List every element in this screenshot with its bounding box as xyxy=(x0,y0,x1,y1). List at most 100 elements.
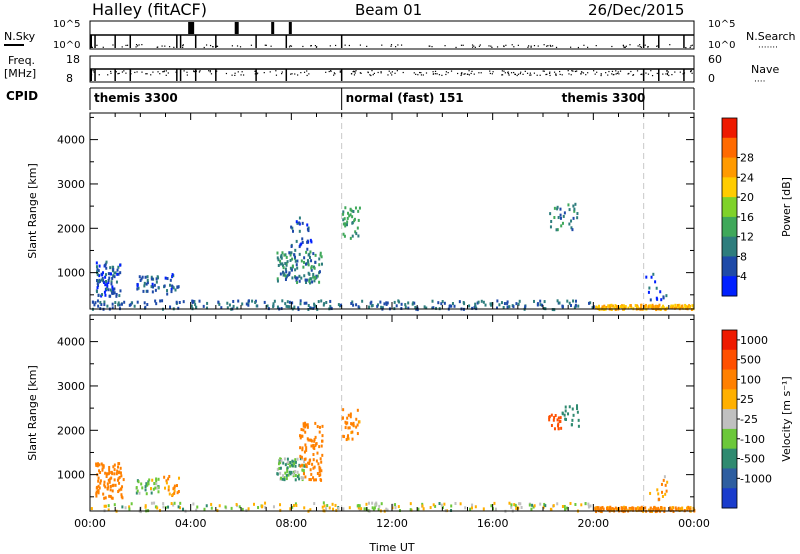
nave-dot xyxy=(530,74,532,76)
nave-dot xyxy=(306,70,308,72)
radar-echo-cell xyxy=(400,306,403,310)
radar-echo-cell xyxy=(367,501,370,505)
radar-echo-cell xyxy=(656,488,659,492)
nsearch-dot xyxy=(126,44,129,46)
nave-dot xyxy=(627,73,629,75)
radar-echo-cell xyxy=(105,280,108,284)
radar-echo-cell xyxy=(299,436,302,440)
radar-echo-cell xyxy=(463,302,466,306)
nsearch-dot xyxy=(637,45,639,47)
radar-echo-cell xyxy=(349,207,352,211)
radar-echo-cell xyxy=(342,218,345,222)
radar-echo-cell xyxy=(276,277,279,281)
radar-echo-cell xyxy=(117,490,120,494)
nave-dot xyxy=(234,74,236,77)
radar-echo-cell xyxy=(318,270,321,274)
radar-echo-cell xyxy=(142,289,145,293)
date-title: 26/Dec/2015 xyxy=(588,1,684,19)
x-tick-label: 04:00 xyxy=(175,517,207,530)
radar-echo-cell xyxy=(139,278,142,282)
y-tick-label: 3000 xyxy=(57,380,85,393)
radar-echo-cell xyxy=(112,274,115,278)
radar-echo-cell xyxy=(627,306,630,310)
radar-echo-cell xyxy=(261,504,264,508)
radar-echo-cell xyxy=(118,462,121,466)
radar-echo-cell xyxy=(312,452,315,456)
nave-dot xyxy=(473,73,475,75)
radar-echo-cell xyxy=(282,264,285,268)
radar-echo-cell xyxy=(615,507,618,511)
radar-echo-cell xyxy=(648,286,651,290)
colorbar-tick-label: 16 xyxy=(740,211,754,224)
radar-echo-cell xyxy=(549,225,552,229)
radar-echo-cell xyxy=(98,274,101,278)
radar-echo-cell xyxy=(601,305,604,309)
nave-dot xyxy=(478,72,480,74)
radar-echo-cell xyxy=(96,278,99,282)
radar-echo-cell xyxy=(363,507,366,511)
nsearch-dot xyxy=(611,45,613,48)
radar-echo-cell xyxy=(342,232,345,236)
radar-echo-cell xyxy=(312,443,315,447)
radar-echo-cell xyxy=(305,280,308,284)
radar-echo-cell xyxy=(296,281,299,285)
radar-echo-cell xyxy=(300,242,303,246)
radar-echo-cell xyxy=(356,226,359,230)
radar-echo-cell xyxy=(101,271,104,275)
radar-echo-cell xyxy=(253,502,256,506)
radar-echo-cell xyxy=(104,496,107,500)
radar-echo-cell xyxy=(119,289,122,293)
radar-echo-cell xyxy=(622,510,625,514)
radar-echo-cell xyxy=(284,253,287,257)
radar-echo-cell xyxy=(645,275,648,279)
radar-echo-cell xyxy=(473,306,476,310)
radar-echo-cell xyxy=(120,495,123,499)
radar-echo-cell xyxy=(622,304,625,308)
radar-echo-cell xyxy=(318,280,321,284)
radar-echo-cell xyxy=(166,289,169,293)
nave-dot xyxy=(559,73,561,76)
radar-echo-cell xyxy=(592,305,595,309)
radar-echo-cell xyxy=(360,507,363,511)
radar-echo-cell xyxy=(279,503,282,507)
radar-echo-cell xyxy=(559,420,562,424)
radar-echo-cell xyxy=(282,273,285,277)
radar-echo-cell xyxy=(348,426,351,430)
radar-echo-cell xyxy=(576,410,579,414)
radar-echo-cell xyxy=(116,268,119,272)
radar-echo-cell xyxy=(166,292,169,296)
radar-echo-cell xyxy=(154,288,157,292)
nave-dot xyxy=(240,74,242,76)
radar-echo-cell xyxy=(220,306,223,310)
radar-echo-cell xyxy=(681,506,684,510)
radar-echo-cell xyxy=(303,274,306,278)
nave-dot xyxy=(571,70,573,72)
radar-echo-cell xyxy=(245,302,248,306)
radar-echo-cell xyxy=(298,434,301,438)
radar-echo-cell xyxy=(295,263,298,267)
radar-echo-cell xyxy=(205,504,208,508)
radar-echo-cell xyxy=(549,212,552,216)
radar-echo-cell xyxy=(404,305,407,309)
radar-echo-cell xyxy=(279,461,282,465)
nsearch-dot xyxy=(471,44,474,46)
radar-echo-cell xyxy=(298,279,301,283)
nave-dot xyxy=(520,71,522,73)
nave-dot xyxy=(275,74,278,76)
nsearch-dot xyxy=(444,45,446,47)
radar-echo-cell xyxy=(304,463,307,467)
radar-echo-cell xyxy=(102,281,105,285)
radar-echo-cell xyxy=(539,303,542,307)
nave-dot xyxy=(388,70,390,72)
radar-echo-cell xyxy=(552,504,555,508)
radar-echo-cell xyxy=(111,472,114,476)
radar-echo-cell xyxy=(386,508,389,512)
radar-echo-cell xyxy=(308,462,311,466)
radar-echo-cell xyxy=(639,506,642,510)
radar-echo-cell xyxy=(450,504,453,508)
radar-echo-cell xyxy=(167,477,170,481)
y-axis-label: Slant Range [km] xyxy=(26,365,39,461)
radar-echo-cell xyxy=(296,276,299,280)
nsky-tick-high: 10^5 xyxy=(53,19,80,30)
radar-echo-cell xyxy=(95,261,98,265)
